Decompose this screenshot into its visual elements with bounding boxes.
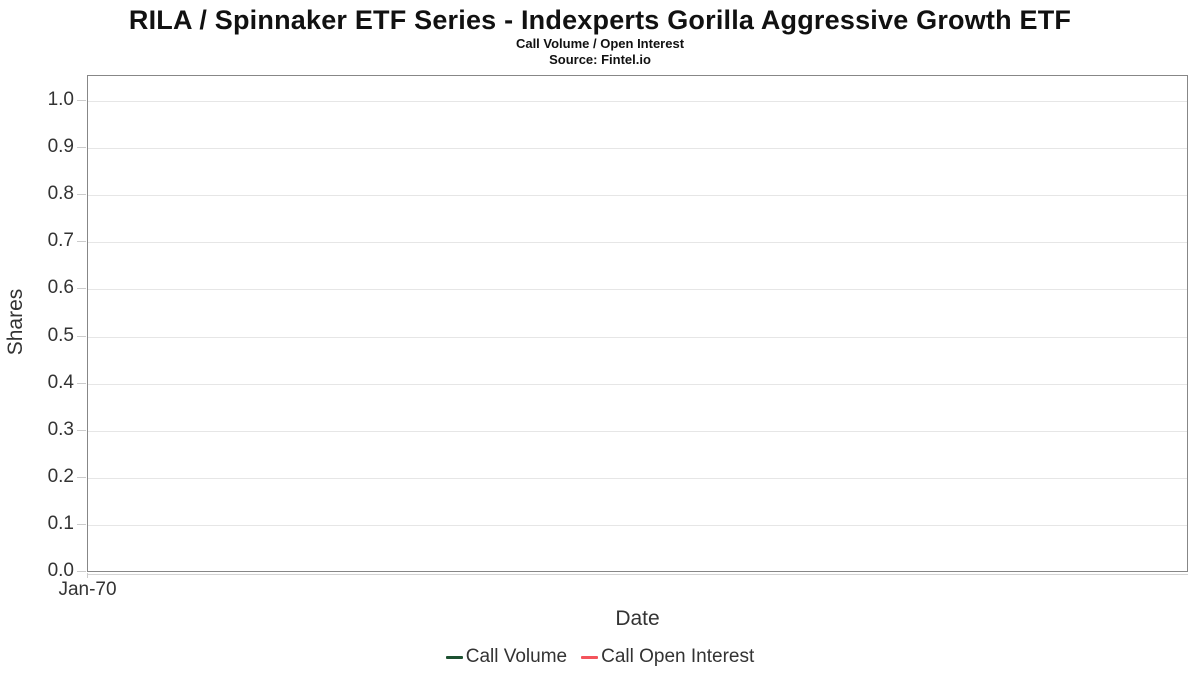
y-tick-label: 0.6	[47, 277, 74, 298]
chart-subtitle: Call Volume / Open Interest	[515, 36, 685, 51]
y-gridline	[88, 148, 1187, 149]
y-tick-mark	[77, 147, 86, 148]
legend-item-call-open-interest[interactable]: Call Open Interest	[581, 646, 754, 668]
y-tick-mark	[77, 336, 86, 337]
chart-title: RILA / Spinnaker ETF Series - Indexperts…	[128, 5, 1072, 35]
y-gridline	[88, 242, 1187, 243]
y-tick-mark	[77, 430, 86, 431]
legend-item-call-volume[interactable]: Call Volume	[445, 646, 568, 668]
y-tick-mark	[77, 194, 86, 195]
y-gridline	[88, 289, 1187, 290]
y-tick-label: 0.2	[47, 466, 74, 487]
y-tick-label: 0.5	[47, 325, 74, 346]
legend-label: Call Volume	[465, 646, 568, 667]
x-tick-label: Jan-70	[58, 579, 117, 600]
y-tick-mark	[77, 477, 86, 478]
y-tick-mark	[77, 571, 86, 572]
x-axis-title: Date	[615, 607, 660, 630]
y-tick-label: 0.9	[47, 136, 74, 157]
y-tick-mark	[77, 288, 86, 289]
y-tick-mark	[77, 383, 86, 384]
y-tick-label: 0.1	[47, 513, 74, 534]
call-volume-line-icon	[445, 655, 463, 659]
y-gridline	[88, 384, 1187, 385]
plot-area	[87, 75, 1188, 572]
call-open-interest-line-icon	[581, 655, 599, 659]
y-tick-mark	[77, 241, 86, 242]
y-gridline	[88, 195, 1187, 196]
y-tick-label: 0.8	[47, 183, 74, 204]
y-gridline	[88, 478, 1187, 479]
y-tick-mark	[77, 100, 86, 101]
y-gridline	[88, 431, 1187, 432]
y-gridline	[88, 525, 1187, 526]
x-axis-line	[87, 574, 1188, 575]
y-gridline	[88, 101, 1187, 102]
y-tick-label: 0.0	[47, 560, 74, 581]
y-gridline	[88, 337, 1187, 338]
y-tick-label: 0.3	[47, 419, 74, 440]
y-tick-mark	[77, 524, 86, 525]
x-tick-mark	[87, 573, 88, 578]
chart-source: Source: Fintel.io	[549, 52, 651, 67]
y-tick-label: 0.4	[47, 372, 74, 393]
legend-label: Call Open Interest	[601, 646, 755, 667]
y-tick-label: 0.7	[47, 230, 74, 251]
chart-legend: Call Volume Call Open Interest	[0, 646, 1200, 668]
y-tick-label: 1.0	[47, 89, 74, 110]
